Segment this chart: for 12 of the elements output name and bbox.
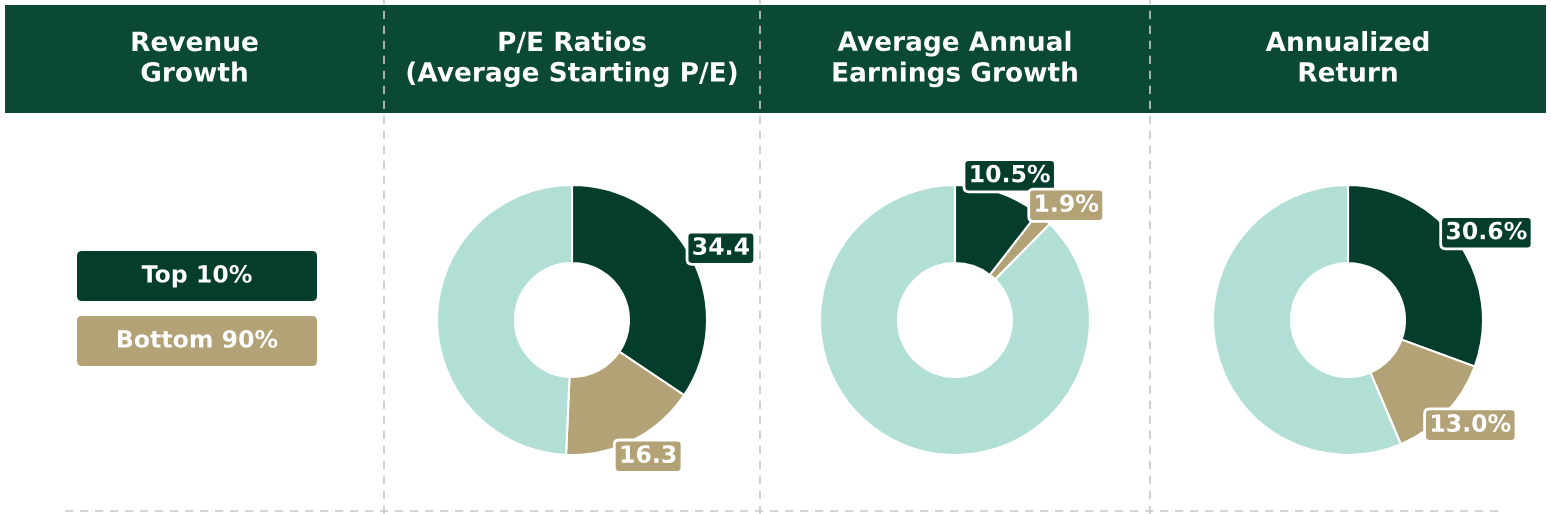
category-label: Top 10% [141,264,252,288]
data-label: 16.3 [621,445,676,463]
category-label: Bottom 90% [118,329,278,348]
chart-title: Average Annual Earnings Growth [833,30,1077,88]
data-label: 10.5% [971,164,1050,183]
data-label: 30.6% [1446,221,1527,240]
chart-title: Annualized Return [1265,30,1429,82]
data-label: 13.0% [1431,414,1511,432]
data-label: 1.9% [1036,194,1099,213]
data-label: 34.4 [693,237,749,256]
text: Revenue Growth [132,31,258,82]
chart-title: P/E Ratios (Average Starting P/E) [407,30,737,88]
